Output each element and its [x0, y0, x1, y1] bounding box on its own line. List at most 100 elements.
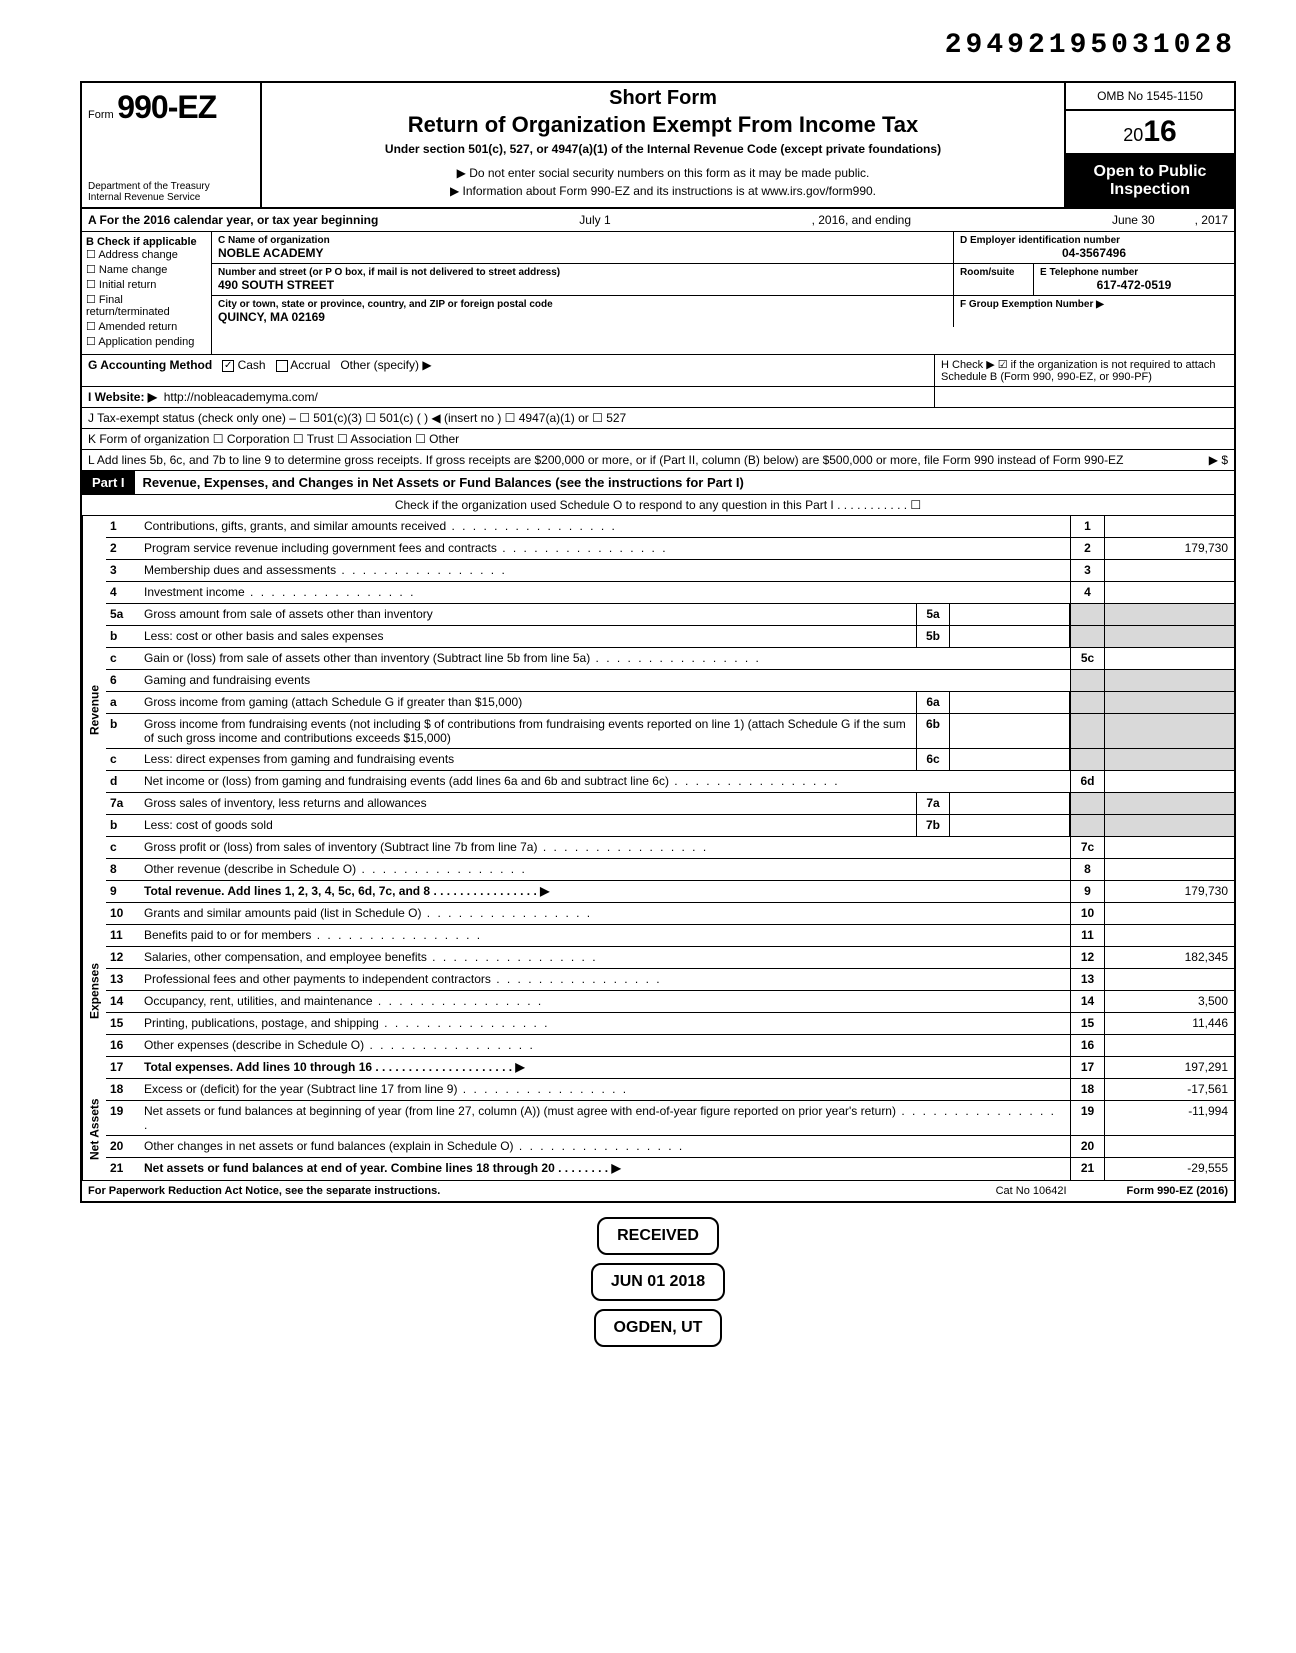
row-a-mid: , 2016, and ending — [812, 213, 911, 227]
ln9-v: 179,730 — [1104, 881, 1234, 902]
ln11-v — [1104, 925, 1234, 946]
ln18-text: Excess or (deficit) for the year (Subtra… — [140, 1079, 1070, 1100]
ln5a-sn — [1070, 604, 1104, 625]
ln5b-num: b — [106, 626, 140, 647]
l-text: L Add lines 5b, 6c, and 7b to line 9 to … — [88, 453, 1209, 467]
ln15-v: 11,446 — [1104, 1013, 1234, 1034]
chk-amended-return[interactable]: Amended return — [86, 320, 207, 333]
ln6-num: 6 — [106, 670, 140, 691]
room-label: Room/suite — [960, 267, 1027, 278]
ln7b-sv — [1104, 815, 1234, 836]
ln20-text: Other changes in net assets or fund bala… — [140, 1136, 1070, 1157]
website-value: http://nobleacademyma.com/ — [164, 390, 318, 404]
ln13-num: 13 — [106, 969, 140, 990]
ln10-text: Grants and similar amounts paid (list in… — [140, 903, 1070, 924]
header-mid: Short Form Return of Organization Exempt… — [262, 83, 1064, 207]
row-l: L Add lines 5b, 6c, and 7b to line 9 to … — [82, 450, 1234, 471]
ln14-v: 3,500 — [1104, 991, 1234, 1012]
ln5a-mc: 5a — [916, 604, 950, 625]
ln14-num: 14 — [106, 991, 140, 1012]
ln6b-mc: 6b — [916, 714, 950, 748]
ln2-text: Program service revenue including govern… — [140, 538, 1070, 559]
ln6d-c: 6d — [1070, 771, 1104, 792]
ln18-num: 18 — [106, 1079, 140, 1100]
header: Form 990-EZ Department of the Treasury I… — [82, 83, 1234, 209]
info-url: ▶ Information about Form 990-EZ and its … — [270, 184, 1056, 198]
ln18-c: 18 — [1070, 1079, 1104, 1100]
chk-accrual[interactable] — [276, 360, 288, 372]
ln12-c: 12 — [1070, 947, 1104, 968]
ln5b-mc: 5b — [916, 626, 950, 647]
ln20-num: 20 — [106, 1136, 140, 1157]
chk-final-return[interactable]: Final return/terminated — [86, 293, 207, 318]
ln6-sv — [1104, 670, 1234, 691]
ln15-num: 15 — [106, 1013, 140, 1034]
ln21-v: -29,555 — [1104, 1158, 1234, 1180]
ln8-c: 8 — [1070, 859, 1104, 880]
ln8-v — [1104, 859, 1234, 880]
ln6-text: Gaming and fundraising events — [140, 670, 1070, 691]
ln7a-mv — [950, 793, 1070, 814]
ln4-v — [1104, 582, 1234, 603]
cell-city: City or town, state or province, country… — [212, 296, 954, 327]
ln17-c: 17 — [1070, 1057, 1104, 1078]
ln7a-sn — [1070, 793, 1104, 814]
f-label: F Group Exemption Number ▶ — [960, 299, 1228, 310]
stamp-area: RECEIVED JUN 01 2018 OGDEN, UT — [80, 1213, 1236, 1351]
ln21-text: Net assets or fund balances at end of ye… — [140, 1158, 1070, 1180]
addr-label: Number and street (or P O box, if mail i… — [218, 267, 947, 278]
part-1-sub: Check if the organization used Schedule … — [82, 495, 1234, 516]
g-cash: Cash — [238, 358, 266, 372]
ln5b-sv — [1104, 626, 1234, 647]
ln18-v: -17,561 — [1104, 1079, 1234, 1100]
ln19-c: 19 — [1070, 1101, 1104, 1135]
ln19-num: 19 — [106, 1101, 140, 1135]
footer: For Paperwork Reduction Act Notice, see … — [82, 1180, 1234, 1201]
ln6a-text: Gross income from gaming (attach Schedul… — [140, 692, 916, 713]
year-prefix: 20 — [1123, 125, 1143, 145]
ln5a-num: 5a — [106, 604, 140, 625]
ln7a-mc: 7a — [916, 793, 950, 814]
ln2-v: 179,730 — [1104, 538, 1234, 559]
part-1-header: Part I Revenue, Expenses, and Changes in… — [82, 471, 1234, 495]
tax-year: 2016 — [1066, 111, 1234, 155]
chk-initial-return[interactable]: Initial return — [86, 278, 207, 291]
cell-e-phone: E Telephone number 617-472-0519 — [1034, 264, 1234, 295]
ln6a-mc: 6a — [916, 692, 950, 713]
ln11-text: Benefits paid to or for members — [140, 925, 1070, 946]
side-netassets: Net Assets — [82, 1079, 106, 1180]
ln7b-mv — [950, 815, 1070, 836]
ln4-text: Investment income — [140, 582, 1070, 603]
form-990ez: Form 990-EZ Department of the Treasury I… — [80, 81, 1236, 1203]
cell-c-name: C Name of organization NOBLE ACADEMY — [212, 232, 954, 263]
l-arrow: ▶ $ — [1209, 453, 1228, 467]
ln14-text: Occupancy, rent, utilities, and maintena… — [140, 991, 1070, 1012]
ln6d-v — [1104, 771, 1234, 792]
cell-street: Number and street (or P O box, if mail i… — [212, 264, 954, 295]
ln10-num: 10 — [106, 903, 140, 924]
open-to-public: Open to Public Inspection — [1066, 155, 1234, 207]
row-g: G Accounting Method ✓ Cash Accrual Other… — [82, 355, 1234, 387]
cell-room: Room/suite — [954, 264, 1034, 295]
omb-number: OMB No 1545-1150 — [1066, 83, 1234, 111]
ln7c-v — [1104, 837, 1234, 858]
ln9-c: 9 — [1070, 881, 1104, 902]
row-h: H Check ▶ ☑ if the organization is not r… — [934, 355, 1234, 386]
chk-name-change[interactable]: Name change — [86, 263, 207, 276]
c-label: C Name of organization — [218, 235, 947, 246]
ln3-num: 3 — [106, 560, 140, 581]
ln5b-sn — [1070, 626, 1104, 647]
chk-application-pending[interactable]: Application pending — [86, 335, 207, 348]
ln7c-num: c — [106, 837, 140, 858]
ln6d-num: d — [106, 771, 140, 792]
footer-right: Form 990-EZ (2016) — [1127, 1185, 1228, 1197]
row-a-tax-year: A For the 2016 calendar year, or tax yea… — [82, 209, 1234, 232]
side-revenue: Revenue — [82, 516, 106, 903]
row-a-begin: July 1 — [579, 213, 610, 227]
ln6a-mv — [950, 692, 1070, 713]
chk-address-change[interactable]: Address change — [86, 248, 207, 261]
return-title: Return of Organization Exempt From Incom… — [270, 112, 1056, 138]
chk-cash[interactable]: ✓ — [222, 360, 234, 372]
ln19-v: -11,994 — [1104, 1101, 1234, 1135]
ln5a-sv — [1104, 604, 1234, 625]
